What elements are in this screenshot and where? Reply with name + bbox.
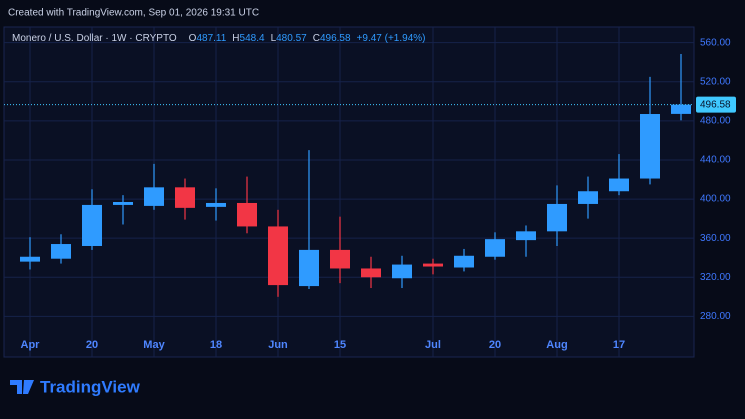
last-price-label: 496.58 — [700, 99, 731, 110]
candle-body — [392, 264, 412, 279]
ohlc-value: 487.11 — [196, 33, 226, 44]
y-tick-label: 280.00 — [700, 311, 731, 322]
candle-body — [175, 187, 195, 208]
chart-header: Monero / U.S. Dollar · 1W · CRYPTO O487.1… — [12, 33, 425, 44]
candle-body — [516, 231, 536, 241]
x-tick-label: 15 — [334, 339, 346, 351]
ohlc-letter: H — [232, 33, 239, 44]
ohlc-letter: O — [189, 33, 197, 44]
candle-body — [454, 255, 474, 268]
candle-body — [330, 249, 350, 269]
y-tick-label: 440.00 — [700, 155, 731, 166]
x-tick-label: Jun — [268, 339, 288, 351]
x-tick-label: 20 — [489, 339, 501, 351]
candle-body — [547, 203, 567, 232]
candle-body — [237, 202, 257, 227]
candle-body — [361, 268, 381, 278]
candle-body — [671, 104, 691, 114]
chart-title: Monero / U.S. Dollar · 1W · CRYPTO — [12, 33, 177, 44]
candle-body — [113, 201, 133, 205]
x-tick-label: Aug — [546, 339, 567, 351]
x-tick-label: 20 — [86, 339, 98, 351]
y-tick-label: 320.00 — [700, 272, 731, 283]
candle-body — [20, 256, 40, 262]
last-price-box — [696, 96, 736, 113]
logo-mark — [10, 380, 34, 394]
brand-logo: TradingView — [10, 377, 141, 396]
candle-body — [485, 239, 505, 257]
candle-body — [144, 187, 164, 206]
candle-body — [268, 226, 288, 286]
x-tick-label: 18 — [210, 339, 222, 351]
candle-body — [640, 114, 660, 179]
y-tick-label: 560.00 — [700, 37, 731, 48]
x-tick-label: Jul — [425, 339, 441, 351]
ohlc-value: 496.58 — [320, 33, 351, 44]
candle-body — [51, 244, 71, 259]
candle-body — [206, 202, 226, 207]
candle-body — [609, 178, 629, 192]
y-tick-label: 480.00 — [700, 115, 731, 126]
y-tick-label: 520.00 — [700, 76, 731, 87]
candle-body — [299, 249, 319, 287]
y-tick-label: 360.00 — [700, 233, 731, 244]
price-change: +9.47 (+1.94%) — [357, 33, 426, 44]
candle-body — [82, 204, 102, 246]
ohlc-letter: C — [313, 33, 320, 44]
ohlc-letter: L — [271, 33, 277, 44]
ohlc-value: 548.4 — [240, 33, 265, 44]
x-tick-label: May — [143, 339, 165, 351]
candle-body — [423, 263, 443, 267]
ohlc-value: 480.57 — [276, 33, 307, 44]
y-tick-label: 400.00 — [700, 194, 731, 205]
x-tick-label: Apr — [21, 339, 41, 351]
watermark: Created with TradingView.com, Sep 01, 20… — [8, 8, 259, 19]
brand-name: TradingView — [40, 377, 141, 396]
x-tick-label: 17 — [613, 339, 625, 351]
candle-body — [578, 191, 598, 204]
